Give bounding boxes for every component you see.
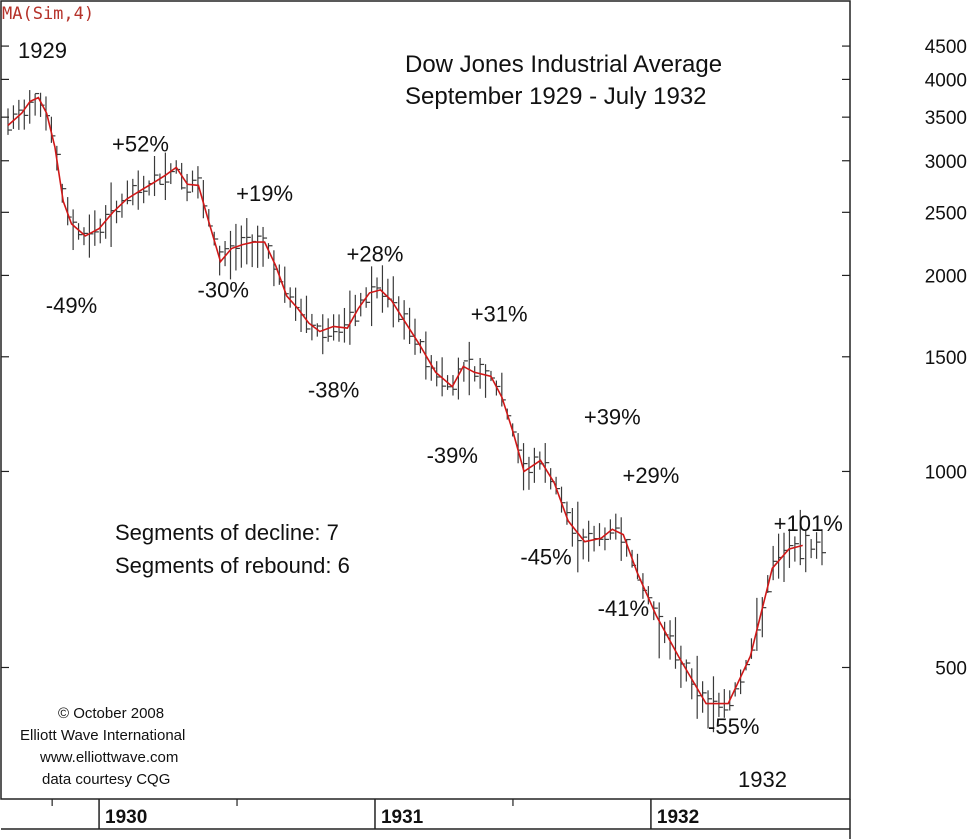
- x-tick-label: 1932: [657, 807, 699, 828]
- chart-subtitle: September 1929 - July 1932: [405, 83, 707, 110]
- credit-line-3: www.elliottwave.com: [39, 749, 178, 766]
- x-axis: 1930 1931 1932: [51, 799, 699, 829]
- percent-annotations: +52% +19% +28% +31% +39% +29% +101% -49% -30% -38…: [46, 131, 843, 739]
- decline-percent-label: -30%: [198, 277, 249, 302]
- decline-percent-label: -41%: [598, 596, 649, 621]
- rebound-percent-label: +31%: [471, 301, 528, 326]
- rebound-segments-text: Segments of rebound: 6: [115, 553, 350, 578]
- rebound-percent-label: +52%: [112, 131, 169, 156]
- rebound-percent-label: +29%: [622, 463, 679, 488]
- start-year-label: 1929: [18, 38, 67, 63]
- y-tick-label: 3000: [925, 152, 967, 173]
- decline-segments-text: Segments of decline: 7: [115, 520, 339, 545]
- decline-percent-label: -55%: [708, 714, 759, 739]
- decline-percent-label: -38%: [308, 377, 359, 402]
- y-tick-label: 1500: [925, 348, 967, 369]
- rebound-percent-label: +19%: [236, 181, 293, 206]
- y-tick-label: 2000: [925, 266, 967, 287]
- y-tick-label: 1000: [925, 462, 967, 483]
- end-year-label: 1932: [738, 767, 787, 792]
- rebound-percent-label: +28%: [347, 242, 404, 267]
- plot-frame: [0, 0, 851, 800]
- rebound-percent-label: +101%: [774, 511, 843, 536]
- y-tick-label: 4000: [925, 70, 967, 91]
- y-axis: 500 1000 1500 2000 2500 3000 3500 4000 4500: [1, 37, 967, 679]
- chart-title: Dow Jones Industrial Average: [405, 51, 722, 78]
- y-tick-label: 4500: [925, 37, 967, 58]
- decline-percent-label: -45%: [520, 544, 571, 569]
- y-tick-label: 2500: [925, 203, 967, 224]
- y-tick-label: 500: [935, 658, 967, 679]
- credit-line-1: © October 2008: [58, 705, 164, 722]
- decline-percent-label: -39%: [427, 443, 478, 468]
- rebound-percent-label: +39%: [584, 405, 641, 430]
- credit-line-2: Elliott Wave International: [20, 727, 185, 744]
- credit-line-4: data courtesy CQG: [42, 771, 170, 788]
- decline-percent-label: -49%: [46, 293, 97, 318]
- y-tick-label: 3500: [925, 108, 967, 129]
- x-tick-label: 1931: [381, 807, 424, 828]
- x-tick-label: 1930: [105, 807, 147, 828]
- indicator-label: MA(Sim,4): [2, 4, 94, 24]
- ma-line: [7, 96, 803, 705]
